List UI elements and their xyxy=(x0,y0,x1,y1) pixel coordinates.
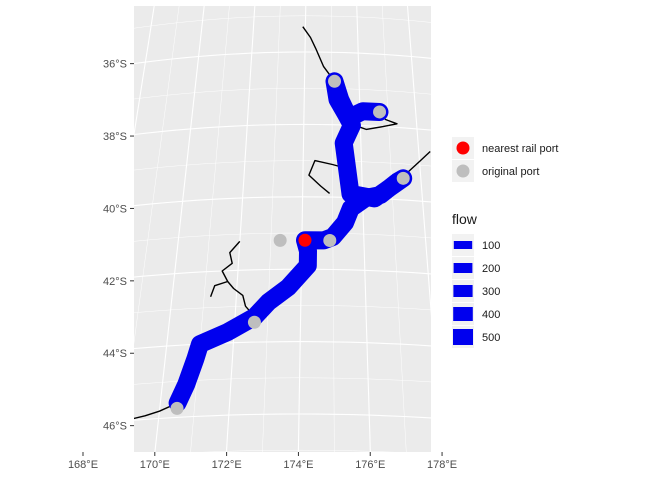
y-tick-label-2: 40°S xyxy=(103,203,127,215)
meridian-minor xyxy=(262,6,281,452)
x-tick-label-1: 170°E xyxy=(140,459,170,471)
y-tick-label-4: 44°S xyxy=(103,348,127,360)
parallel-minor xyxy=(134,87,431,100)
legend-label-nearest: nearest rail port xyxy=(482,143,558,155)
meridian-major xyxy=(225,6,256,452)
x-tick-label-3: 174°E xyxy=(283,459,313,471)
flow-legend-label-400: 400 xyxy=(482,309,500,321)
port-points xyxy=(170,74,410,415)
flow-legend-label-100: 100 xyxy=(482,240,500,252)
flow-legend-key-500 xyxy=(453,329,473,345)
parallel-minor xyxy=(134,232,431,242)
y-tick-label-5: 46°S xyxy=(103,421,127,433)
x-tick-label-0: 168°E xyxy=(68,459,98,471)
original-port-4 xyxy=(273,233,287,247)
flow-legend-key-100 xyxy=(453,241,473,249)
legend-original-marker xyxy=(456,164,470,178)
parallel-major xyxy=(134,196,431,207)
flow-legend-label-300: 300 xyxy=(482,286,500,298)
x-tick-label-5: 178°E xyxy=(427,459,457,471)
flow-legend: flow 100 200 300 400 500 xyxy=(452,211,500,348)
legend-nearest-marker xyxy=(456,141,470,155)
meridian-minor xyxy=(40,0,132,480)
nearest-rail-port-0 xyxy=(298,233,312,247)
original-port-5 xyxy=(247,315,261,329)
parallel-major xyxy=(134,123,431,136)
parallel-major xyxy=(134,341,431,350)
original-port-1 xyxy=(373,105,387,119)
y-axis-ticks: 36°S 38°S 40°S 42°S 44°S 46°S xyxy=(103,59,134,433)
rail-line-2 xyxy=(209,280,228,297)
meridian-major xyxy=(134,6,155,138)
meridian-major xyxy=(154,6,205,452)
flow-legend-key-200 xyxy=(453,263,473,273)
parallel-minor xyxy=(134,15,431,29)
point-legend: nearest rail port original port xyxy=(452,137,558,182)
x-tick-label-4: 176°E xyxy=(355,459,385,471)
original-port-3 xyxy=(323,233,337,247)
rail-line-4 xyxy=(308,159,348,194)
graticule xyxy=(40,0,431,480)
y-tick-label-0: 36°S xyxy=(103,59,127,71)
rail-line-3 xyxy=(302,26,336,82)
meridian-minor xyxy=(381,6,407,452)
parallel-minor xyxy=(134,377,431,385)
parallel-minor xyxy=(134,160,431,171)
meridian-major xyxy=(356,6,371,452)
rail-line-0 xyxy=(134,402,178,420)
original-port-2 xyxy=(396,171,410,185)
parallel-major xyxy=(134,51,431,65)
meridian-minor xyxy=(190,6,230,452)
legend-label-original: original port xyxy=(482,166,539,178)
flow-legend-title: flow xyxy=(452,211,478,227)
parallel-minor xyxy=(202,449,395,452)
parallel-major xyxy=(134,268,431,278)
y-tick-label-3: 42°S xyxy=(103,276,127,288)
original-port-0 xyxy=(328,74,342,88)
parallel-minor xyxy=(134,305,431,314)
flow-legend-key-400 xyxy=(453,307,473,321)
parallel-major xyxy=(134,413,431,421)
y-tick-label-1: 38°S xyxy=(103,131,127,143)
meridian-major xyxy=(406,6,431,318)
x-tick-label-2: 172°E xyxy=(212,459,242,471)
flow-legend-label-500: 500 xyxy=(482,332,500,344)
x-axis-ticks: 168°E 170°E 172°E 174°E 176°E 178°E xyxy=(68,452,457,471)
flow-legend-key-300 xyxy=(453,285,473,297)
flow-legend-keys xyxy=(452,234,474,348)
original-port-6 xyxy=(170,401,184,415)
meridian-minor xyxy=(134,6,180,345)
flow-legend-label-200: 200 xyxy=(482,263,500,275)
